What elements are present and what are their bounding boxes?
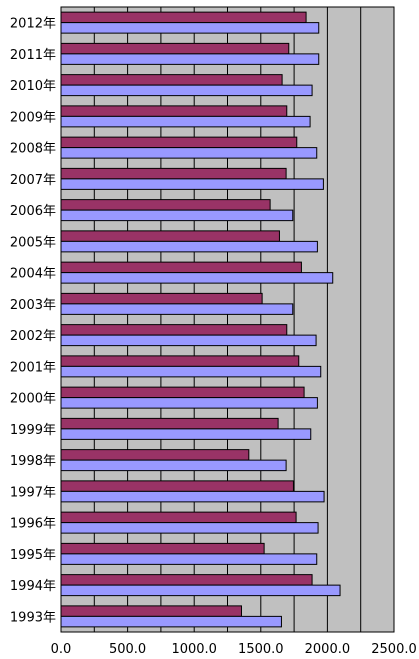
bar [60, 574, 313, 586]
category-label: 2000年 [10, 392, 56, 407]
category-label: 2012年 [10, 17, 56, 32]
category-label: 1995年 [10, 548, 56, 563]
bar [60, 417, 279, 430]
bar [60, 542, 265, 555]
category-label: 2010年 [10, 79, 56, 94]
bar [60, 459, 287, 472]
category-labels: 2012年 2011年 2010年 2009年 2008年 2007年 2006年 2005年… [10, 17, 56, 626]
bar [60, 136, 298, 149]
category-label: 2006年 [10, 204, 56, 219]
bar [60, 178, 324, 190]
bar [60, 209, 294, 222]
bar [60, 480, 294, 492]
bar [60, 42, 290, 55]
bar [60, 605, 242, 617]
bar [60, 74, 283, 86]
bar [60, 490, 325, 503]
x-tick-label: 1500.0 [238, 642, 284, 657]
bar [60, 292, 263, 305]
category-label: 2005年 [10, 235, 56, 250]
bar [60, 115, 311, 128]
bar [60, 615, 282, 628]
category-label: 2002年 [10, 329, 56, 344]
bar [60, 584, 341, 597]
category-label: 1998年 [10, 454, 56, 469]
category-label: 1993年 [10, 610, 56, 625]
bar [60, 105, 288, 117]
category-label: 2003年 [10, 298, 56, 313]
bar [60, 53, 320, 65]
x-tick-labels: 0.0 500.0 1000.0 1500.0 2000.0 2500.0 [51, 642, 417, 657]
category-label: 2011年 [10, 48, 56, 63]
category-label: 2009年 [10, 110, 56, 125]
bar [60, 84, 313, 97]
x-tick-label: 0.0 [51, 642, 72, 657]
bar [60, 449, 250, 461]
bar [60, 397, 318, 409]
bar [60, 386, 305, 399]
bar [60, 272, 334, 284]
category-label: 2007年 [10, 173, 56, 188]
bar [60, 553, 318, 565]
bar [60, 240, 318, 253]
x-tick-label: 2500.0 [371, 642, 417, 657]
x-tick-label: 1000.0 [171, 642, 217, 657]
bar [60, 11, 307, 24]
x-tick-label: 500.0 [109, 642, 146, 657]
bars [60, 11, 341, 628]
bar [60, 355, 300, 367]
bar [60, 428, 312, 440]
category-label: 1999年 [10, 423, 56, 438]
category-label: 2001年 [10, 360, 56, 375]
category-label: 1994年 [10, 579, 56, 594]
bar [60, 511, 297, 524]
bar [60, 303, 294, 315]
bar [60, 334, 317, 347]
bar [60, 365, 322, 378]
bar [60, 147, 318, 159]
bar [60, 230, 280, 242]
bar [60, 199, 271, 211]
bar [60, 167, 287, 180]
bar [60, 22, 320, 34]
bar [60, 522, 319, 534]
category-label: 2008年 [10, 142, 56, 157]
bar [60, 324, 288, 336]
category-label: 1996年 [10, 517, 56, 532]
x-tick-label: 2000.0 [305, 642, 351, 657]
category-label: 2004年 [10, 267, 56, 282]
category-label: 1997年 [10, 485, 56, 500]
bar [60, 261, 302, 274]
